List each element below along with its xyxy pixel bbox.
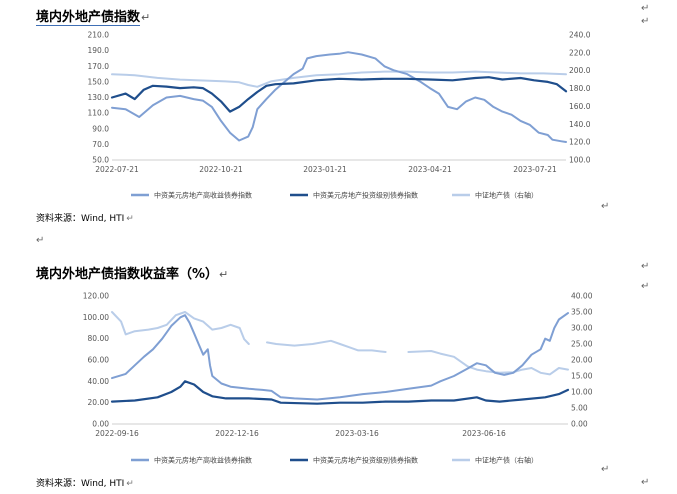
y-tick-label: 170.0 — [88, 62, 110, 71]
chart1-source: 资料来源：Wind, HTI ↵ — [36, 211, 134, 224]
y2-tick-label: 120.0 — [569, 138, 591, 147]
chart2-source-text: 资料来源：Wind, HTI — [36, 479, 125, 489]
y-tick-label: 60.00 — [88, 356, 110, 365]
legend-label: 中证地产债（右轴） — [475, 456, 538, 465]
enter-mark: ↵ — [126, 214, 134, 224]
series-line-1 — [111, 51, 567, 143]
y-tick-label: 40.00 — [88, 377, 110, 386]
y2-tick-label: 220.0 — [569, 48, 591, 57]
x-tick-label: 2022-07-21 — [95, 165, 139, 174]
y-tick-label: 190.0 — [88, 46, 110, 55]
y2-tick-label: 15.00 — [571, 372, 593, 381]
enter-mark: ↵ — [219, 268, 229, 281]
chart1-title-text: 境内外地产债指数 — [36, 10, 141, 26]
x-tick-label: 2022-09-16 — [95, 429, 139, 438]
chart1-title: 境内外地产债指数↵ — [36, 6, 151, 26]
y-tick-label: 120.00 — [83, 292, 109, 301]
y-tick-label: 0.00 — [92, 420, 109, 429]
paragraph-mark: ↵ — [641, 16, 650, 27]
legend-label: 中资美元房地产高收益债券指数 — [154, 191, 252, 200]
x-tick-label: 2022-10-21 — [199, 165, 243, 174]
series-line-1 — [111, 312, 569, 401]
y-tick-label: 50.0 — [92, 156, 109, 165]
paragraph-mark: ↵ — [641, 3, 650, 14]
y2-tick-label: 25.00 — [571, 340, 593, 349]
y-tick-label: 90.0 — [92, 124, 109, 133]
paragraph-mark: ↵ — [641, 477, 650, 488]
enter-mark: ↵ — [126, 479, 134, 489]
legend-label: 中资美元房地产高收益债券指数 — [154, 456, 252, 465]
paragraph-mark: ↵ — [601, 201, 610, 212]
y-tick-label: 150.0 — [88, 77, 110, 86]
x-tick-label: 2022-12-16 — [215, 429, 259, 438]
y2-tick-label: 30.00 — [571, 324, 593, 333]
y2-tick-label: 35.00 — [571, 308, 593, 317]
series-line-3 — [111, 70, 567, 88]
y2-tick-label: 180.0 — [569, 84, 591, 93]
chart1-source-text: 资料来源：Wind, HTI — [36, 214, 125, 224]
enter-mark: ↵ — [141, 11, 151, 24]
x-tick-label: 2023-07-21 — [513, 165, 557, 174]
series-line-2 — [110, 380, 570, 405]
y-tick-label: 100.00 — [83, 313, 109, 322]
y2-tick-label: 100.0 — [569, 156, 591, 165]
y-tick-label: 80.00 — [88, 334, 110, 343]
y2-tick-label: 200.0 — [569, 66, 591, 75]
y2-tick-label: 5.00 — [571, 404, 588, 413]
paragraph-mark: ↵ — [641, 281, 650, 292]
chart2-source: 资料来源：Wind, HTI ↵ — [36, 476, 134, 489]
y-tick-label: 130.0 — [88, 93, 110, 102]
y2-tick-label: 0.00 — [571, 420, 588, 429]
paragraph-mark: ↵ — [641, 261, 650, 272]
legend-label: 中证地产债（右轴） — [475, 191, 538, 200]
x-tick-label: 2023-06-16 — [462, 429, 506, 438]
x-tick-label: 2023-03-16 — [335, 429, 379, 438]
x-tick-label: 2023-01-21 — [303, 165, 347, 174]
y-tick-label: 70.0 — [92, 140, 109, 149]
y2-tick-label: 160.0 — [569, 102, 591, 111]
legend-label: 中资美元房地产投资级别债券指数 — [313, 456, 418, 465]
series-line-2 — [110, 76, 568, 113]
y2-tick-label: 20.00 — [571, 356, 593, 365]
y-tick-label: 20.00 — [88, 398, 110, 407]
y2-tick-label: 10.00 — [571, 388, 593, 397]
paragraph-mark: ↵ — [36, 235, 45, 246]
legend-label: 中资美元房地产投资级别债券指数 — [313, 191, 418, 200]
y-tick-label: 210.0 — [88, 31, 110, 40]
chart2-title: 境内外地产债指数收益率（%）↵ — [36, 263, 228, 282]
x-tick-label: 2023-04-21 — [408, 165, 452, 174]
y2-tick-label: 240.0 — [569, 31, 591, 40]
y-tick-label: 110.0 — [88, 109, 110, 118]
series-line-3 — [111, 311, 569, 376]
paragraph-mark: ↵ — [601, 464, 610, 475]
chart2-title-text: 境内外地产债指数收益率（%） — [36, 267, 219, 282]
y2-tick-label: 40.00 — [571, 292, 593, 301]
y2-tick-label: 140.0 — [569, 120, 591, 129]
